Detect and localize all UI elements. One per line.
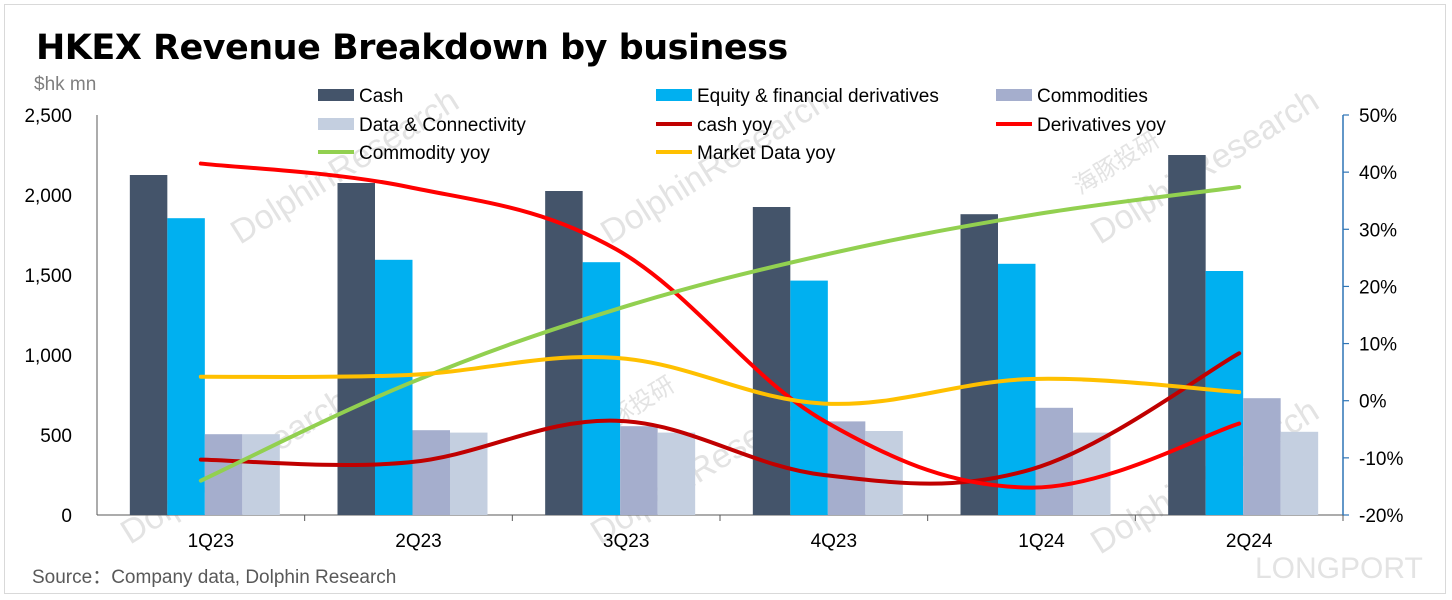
legend-label: Commodity yoy: [359, 143, 490, 164]
x-tick-label: 3Q23: [603, 531, 649, 552]
legend-label: Data & Connectivity: [359, 115, 526, 136]
legend-swatch: [656, 89, 692, 101]
bar-commodities: [1243, 398, 1281, 515]
chart-frame: [4, 4, 1446, 594]
y2-tick-label: 20%: [1359, 277, 1397, 298]
y2-tick-label: -10%: [1359, 449, 1403, 470]
x-tick-label: 4Q23: [811, 531, 857, 552]
x-tick-label: 2Q24: [1226, 531, 1273, 552]
bar-cash: [1168, 155, 1206, 515]
bar-cash: [545, 191, 583, 515]
x-tick-label: 1Q24: [1018, 531, 1065, 552]
bar-cash: [129, 175, 168, 515]
axes-layer: 0 500 1,000 1,500 2,000 2,500 -20% -10% 0% 10% 20%…: [24, 106, 1403, 552]
bar-equity: [790, 280, 828, 515]
bar-commodities: [412, 430, 450, 515]
bar-cash: [960, 214, 998, 515]
y-tick-label: 1,500: [24, 266, 72, 287]
bar-data: [657, 432, 696, 515]
line-commodity_yoy: [198, 185, 1242, 483]
y2-tick-label: 0%: [1359, 392, 1387, 413]
bar-cash: [337, 183, 375, 515]
legend-label: Equity & financial derivatives: [697, 86, 939, 107]
y2-tick-label: -20%: [1359, 506, 1403, 527]
legend-label: Commodities: [1037, 86, 1148, 107]
source-note: Source：Company data, Dolphin Research: [32, 567, 397, 588]
bar-data: [865, 431, 903, 515]
bar-commodities: [827, 421, 866, 515]
legend-label: cash yoy: [697, 115, 772, 136]
legend: Cash Equity & financial derivatives Commod…: [318, 86, 1166, 164]
watermark-corner: LONGPORT: [1255, 552, 1423, 585]
y-tick-label: 1,000: [24, 346, 72, 367]
bar-equity: [375, 259, 413, 515]
y2-tick-label: 30%: [1359, 220, 1397, 241]
legend-label: Derivatives yoy: [1037, 115, 1166, 136]
y-tick-label: 0: [61, 506, 72, 527]
y-tick-label: 2,000: [24, 186, 72, 207]
bar-commodities: [620, 426, 658, 515]
legend-swatch: [996, 89, 1032, 101]
y-axis-unit: $hk mn: [34, 74, 97, 95]
line-market_data_yoy: [198, 354, 1242, 406]
line-derivatives_yoy: [198, 161, 1242, 490]
chart-title: HKEX Revenue Breakdown by business: [36, 28, 788, 68]
bar-data: [450, 432, 488, 515]
y2-tick-label: 50%: [1359, 106, 1397, 127]
bar-equity: [167, 218, 205, 515]
y2-tick-label: 10%: [1359, 335, 1397, 356]
x-tick-label: 2Q23: [395, 531, 441, 552]
lines-layer: [198, 161, 1242, 490]
legend-label: Market Data yoy: [697, 143, 836, 164]
legend-label: Cash: [359, 86, 403, 107]
legend-swatch: [318, 89, 354, 101]
legend-swatch: [318, 118, 354, 130]
bar-equity: [582, 262, 621, 515]
y2-tick-label: 40%: [1359, 163, 1397, 184]
y-tick-label: 500: [40, 426, 72, 447]
y-tick-label: 2,500: [24, 106, 72, 127]
line-cash_yoy: [198, 351, 1242, 486]
bar-data: [1280, 431, 1319, 515]
x-tick-label: 1Q23: [188, 531, 234, 552]
